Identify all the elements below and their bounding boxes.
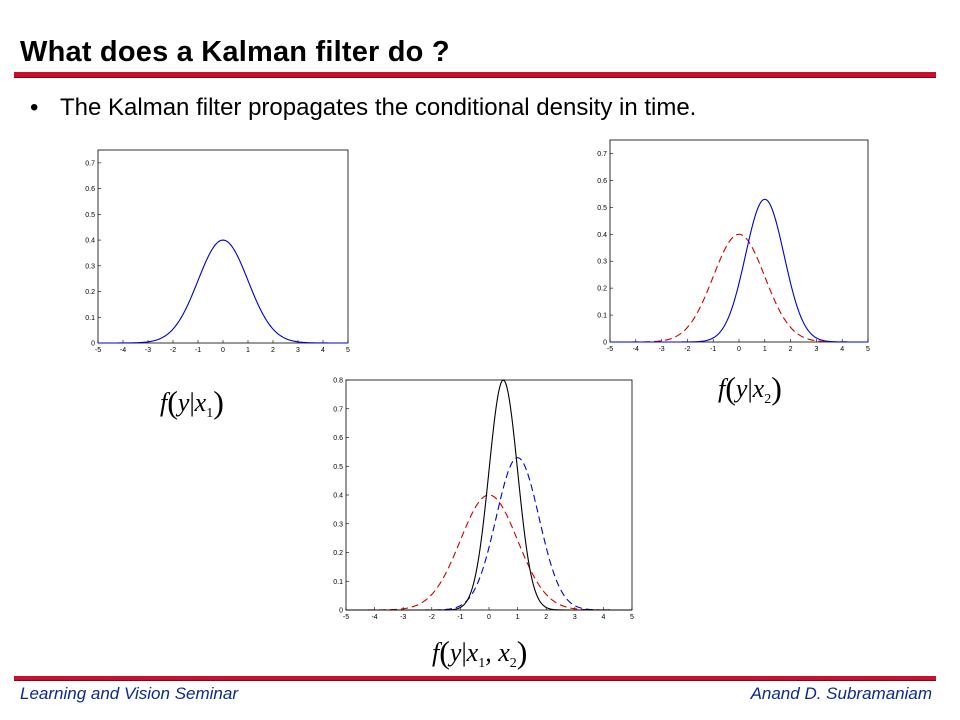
- x-tick-label: -1: [457, 614, 463, 621]
- x-tick-label: 0: [487, 614, 491, 621]
- y-tick-label: 0.2: [85, 289, 95, 296]
- plot-f-y-given-x1-x2: -5 -4 -3 -2 -1 0 1 2 3 4 5 0 0.1 0.2 0.3 0.4 0.5 0.6 0.7 0.…: [333, 378, 634, 622]
- x-tick-label: -2: [684, 346, 690, 353]
- x-tick-label: -4: [120, 347, 126, 354]
- slide-title: What does a Kalman filter do ?: [20, 36, 450, 68]
- y-tick-label: 0.4: [85, 238, 95, 245]
- density-curve: [610, 233, 868, 343]
- x-tick-label: -3: [145, 347, 151, 354]
- x-tick-label: 1: [763, 346, 767, 353]
- footer-seminar-name: Learning and Vision Seminar: [20, 684, 238, 703]
- x-tick-label: -1: [710, 346, 716, 353]
- x-tick-label: 4: [601, 614, 605, 621]
- y-tick-label: 0.4: [333, 493, 343, 500]
- x-tick-label: 3: [814, 346, 818, 353]
- y-tick-label: 0: [603, 340, 607, 347]
- y-tick-label: 0.1: [597, 313, 607, 320]
- bullet-text: The Kalman filter propagates the conditi…: [60, 94, 697, 121]
- formula-f-y-given-x2: f(y|x2): [718, 370, 782, 408]
- x-tick-label: -2: [429, 614, 435, 621]
- x-tick-label: 2: [271, 347, 275, 354]
- y-tick-label: 0.6: [333, 435, 343, 442]
- y-tick-label: 0.7: [333, 406, 343, 413]
- y-tick-label: 0.5: [333, 464, 343, 471]
- bullet-point: • The Kalman filter propagates the condit…: [30, 94, 696, 122]
- x-tick-label: 3: [573, 614, 577, 621]
- bullet-marker: •: [30, 94, 39, 121]
- x-tick-label: 5: [866, 346, 870, 353]
- x-tick-label: -5: [607, 346, 613, 353]
- y-tick-label: 0.3: [333, 521, 343, 528]
- y-tick-label: 0.3: [597, 259, 607, 266]
- y-tick-label: 0.5: [597, 205, 607, 212]
- density-curve: [346, 494, 632, 611]
- density-curve: [610, 198, 868, 343]
- y-tick-label: 0: [91, 341, 95, 348]
- x-tick-label: -4: [371, 614, 377, 621]
- x-tick-label: -2: [170, 347, 176, 354]
- x-tick-label: 5: [630, 614, 634, 621]
- y-tick-label: 0.2: [597, 286, 607, 293]
- x-tick-label: 1: [246, 347, 250, 354]
- plot-frame: [609, 139, 869, 343]
- x-tick-label: -5: [95, 347, 101, 354]
- density-curve: [346, 379, 632, 611]
- y-tick-label: 0.2: [333, 550, 343, 557]
- plot-frame: [345, 379, 633, 611]
- x-tick-label: -1: [195, 347, 201, 354]
- plot-f-y-given-x2: -5 -4 -3 -2 -1 0 1 2 3 4 5 0 0.1 0.2 0.3 0.4 0.5 0.6 0.7: [597, 139, 870, 353]
- x-tick-label: -3: [400, 614, 406, 621]
- x-tick-label: 1: [516, 614, 520, 621]
- x-tick-label: 0: [737, 346, 741, 353]
- footer-author: Anand D. Subramaniam: [750, 684, 932, 703]
- y-tick-label: 0.7: [597, 151, 607, 158]
- y-tick-label: 0.4: [597, 232, 607, 239]
- y-tick-label: 0: [339, 608, 343, 615]
- x-tick-label: 2: [789, 346, 793, 353]
- y-tick-label: 0.8: [333, 378, 343, 385]
- title-rule: [14, 72, 936, 78]
- x-tick-label: -5: [343, 614, 349, 621]
- y-tick-label: 0.7: [85, 160, 95, 167]
- x-tick-label: -4: [633, 346, 639, 353]
- y-tick-label: 0.1: [333, 579, 343, 586]
- y-tick-label: 0.1: [85, 315, 95, 322]
- formula-f-y-given-x1: f(y|x1): [160, 384, 224, 422]
- x-tick-label: 4: [321, 347, 325, 354]
- formula-f-y-given-x1-x2: f(y|x1, x2): [432, 634, 528, 672]
- y-tick-label: 0.3: [85, 263, 95, 270]
- y-tick-label: 0.6: [597, 178, 607, 185]
- plot-frame: [97, 149, 349, 344]
- footer-rule: [14, 676, 936, 681]
- x-tick-label: 2: [544, 614, 548, 621]
- density-curve: [346, 457, 632, 611]
- y-tick-label: 0.5: [85, 212, 95, 219]
- y-tick-label: 0.6: [85, 186, 95, 193]
- plot-f-y-given-x1: -5 -4 -3 -2 -1 0 1 2 3 4 5 0 0.1 0.2 0.3 0.4 0.5 0.6 0.7: [85, 149, 350, 354]
- x-tick-label: 3: [296, 347, 300, 354]
- x-tick-label: 5: [346, 347, 350, 354]
- density-curve: [98, 239, 348, 344]
- x-tick-label: 0: [221, 347, 225, 354]
- x-tick-label: 4: [840, 346, 844, 353]
- x-tick-label: -3: [658, 346, 664, 353]
